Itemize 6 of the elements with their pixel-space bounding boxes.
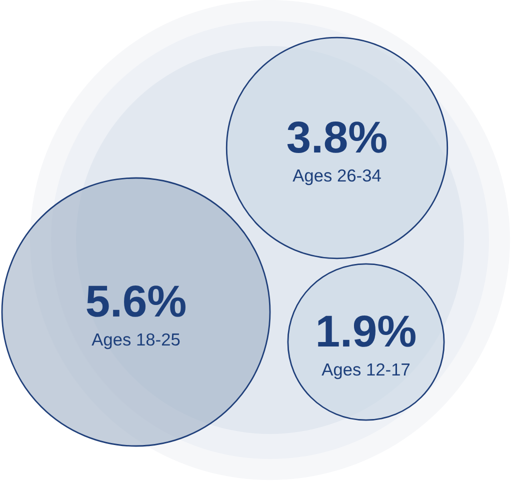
data-label: 3.8%: [287, 121, 386, 153]
category-label: Ages 18-25: [92, 333, 180, 350]
data-label: 5.6%: [86, 285, 186, 317]
category-label: Ages 12-17: [322, 363, 410, 380]
data-label: 1.9%: [318, 315, 416, 347]
category-label: Ages 26-34: [292, 169, 381, 186]
